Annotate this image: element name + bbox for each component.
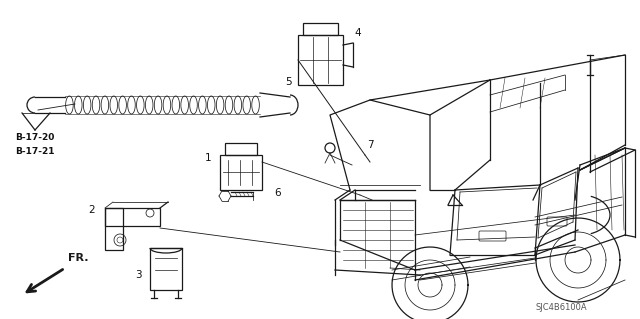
Text: 5: 5 <box>285 77 291 87</box>
Text: 4: 4 <box>355 28 362 38</box>
Text: 6: 6 <box>275 188 282 198</box>
Bar <box>225 143 257 155</box>
Bar <box>105 208 123 250</box>
Text: 2: 2 <box>89 205 95 215</box>
Bar <box>303 23 338 35</box>
Bar <box>105 208 160 226</box>
Text: 7: 7 <box>367 140 373 150</box>
Text: B-17-21: B-17-21 <box>15 146 54 155</box>
Text: SJC4B6100A: SJC4B6100A <box>535 302 587 311</box>
Text: FR.: FR. <box>68 253 88 263</box>
Bar <box>298 35 343 85</box>
Bar <box>220 155 262 190</box>
Text: 1: 1 <box>205 153 211 163</box>
Bar <box>150 248 182 290</box>
Text: B-17-20: B-17-20 <box>15 133 54 143</box>
Text: 3: 3 <box>134 270 141 280</box>
